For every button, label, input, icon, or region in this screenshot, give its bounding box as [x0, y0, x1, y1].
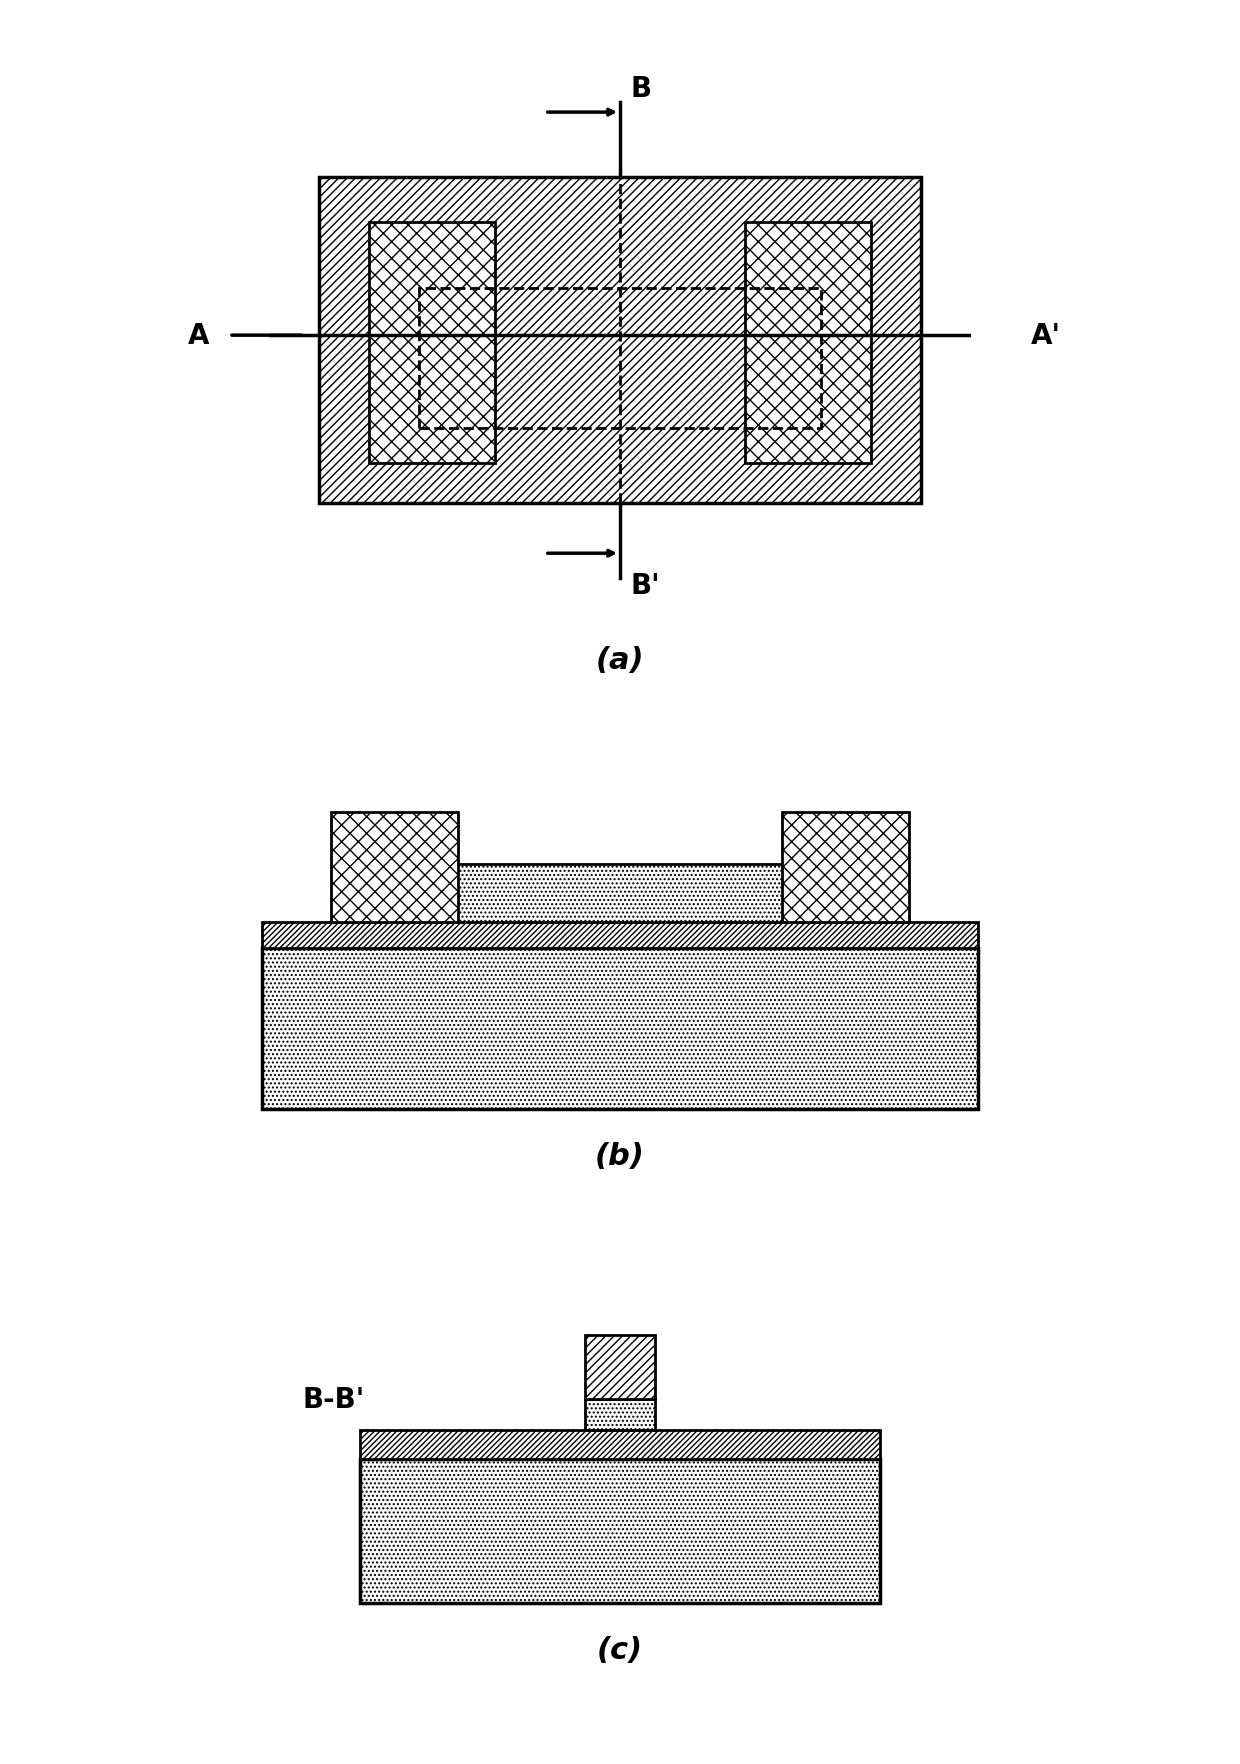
- Bar: [370, 224, 495, 464]
- Text: (a): (a): [595, 646, 645, 674]
- Bar: [585, 1335, 655, 1399]
- Text: A: A: [187, 323, 210, 349]
- Bar: [361, 1459, 879, 1603]
- Bar: [585, 1399, 655, 1431]
- Bar: [331, 813, 459, 923]
- Text: B': B': [630, 572, 660, 600]
- Text: (c): (c): [596, 1635, 644, 1663]
- Text: A': A': [1030, 323, 1061, 349]
- Bar: [361, 864, 879, 923]
- Text: B: B: [630, 76, 651, 102]
- Bar: [361, 1431, 879, 1459]
- Bar: [781, 813, 909, 923]
- Text: (b): (b): [595, 1141, 645, 1170]
- Bar: [419, 288, 821, 429]
- Bar: [262, 947, 978, 1110]
- Bar: [319, 178, 921, 505]
- Text: B-B': B-B': [303, 1385, 365, 1413]
- Bar: [262, 923, 978, 947]
- Bar: [745, 224, 870, 464]
